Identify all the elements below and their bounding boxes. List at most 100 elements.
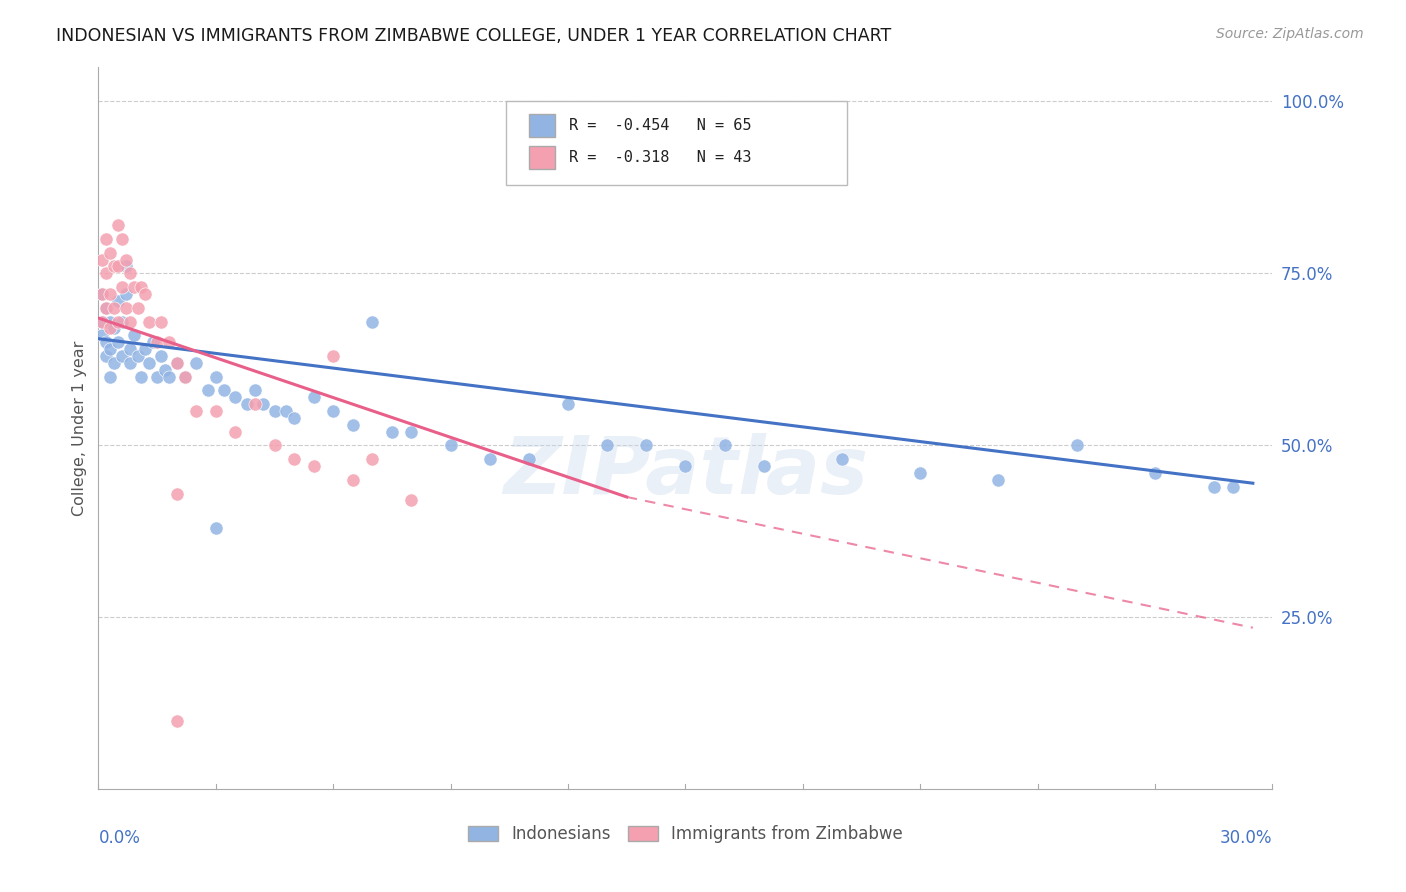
Point <box>283 410 305 425</box>
Point <box>517 452 540 467</box>
Point <box>205 369 228 384</box>
Point <box>205 521 228 535</box>
Point <box>96 335 118 350</box>
Point <box>98 321 121 335</box>
Point <box>150 314 173 328</box>
Point <box>478 452 501 467</box>
Point <box>186 356 208 370</box>
Point <box>166 486 188 500</box>
Point <box>224 425 246 439</box>
Point <box>134 287 156 301</box>
Point <box>243 397 266 411</box>
Point <box>557 397 579 411</box>
Point <box>107 335 129 350</box>
Point <box>146 369 169 384</box>
Point <box>114 252 136 267</box>
Point <box>127 301 149 315</box>
Point <box>173 369 195 384</box>
Point <box>157 335 180 350</box>
Point <box>263 438 285 452</box>
Point <box>342 417 364 432</box>
Point <box>107 260 129 274</box>
Point <box>322 404 344 418</box>
Point <box>96 349 118 363</box>
Point <box>252 397 274 411</box>
Legend: Indonesians, Immigrants from Zimbabwe: Indonesians, Immigrants from Zimbabwe <box>461 818 910 850</box>
Point <box>91 287 114 301</box>
Point <box>111 232 134 246</box>
Point <box>91 287 114 301</box>
Point <box>243 384 266 398</box>
Point <box>831 452 853 467</box>
Point <box>302 390 325 404</box>
Point <box>276 404 298 418</box>
Point <box>361 452 384 467</box>
Point <box>675 458 697 473</box>
Point <box>1202 480 1225 494</box>
Point <box>96 232 118 246</box>
Text: Source: ZipAtlas.com: Source: ZipAtlas.com <box>1216 27 1364 41</box>
Point <box>91 314 114 328</box>
Text: R =  -0.318   N = 43: R = -0.318 N = 43 <box>569 150 752 165</box>
Point <box>103 260 125 274</box>
Point <box>596 438 619 452</box>
Point <box>114 287 136 301</box>
Point <box>134 342 156 356</box>
Point <box>114 260 136 274</box>
Point <box>713 438 735 452</box>
Point <box>118 314 141 328</box>
Point <box>111 314 134 328</box>
FancyBboxPatch shape <box>506 101 848 185</box>
Point <box>342 473 364 487</box>
Point <box>439 438 461 452</box>
Point <box>98 245 121 260</box>
Point <box>322 349 344 363</box>
Point <box>381 425 404 439</box>
Point <box>98 342 121 356</box>
Point <box>401 493 423 508</box>
Point <box>91 328 114 343</box>
Point <box>131 280 153 294</box>
Point <box>166 714 188 728</box>
Point <box>150 349 173 363</box>
Point <box>224 390 246 404</box>
Point <box>107 314 129 328</box>
Point <box>205 404 228 418</box>
Point <box>98 287 121 301</box>
Point <box>107 218 129 232</box>
Point <box>142 335 165 350</box>
Point <box>138 356 160 370</box>
Point <box>118 356 141 370</box>
Point <box>98 314 121 328</box>
Point <box>96 301 118 315</box>
Point <box>987 473 1010 487</box>
Text: 0.0%: 0.0% <box>98 830 141 847</box>
Point <box>96 301 118 315</box>
Point <box>111 280 134 294</box>
Point <box>103 301 125 315</box>
Point <box>122 280 145 294</box>
Point <box>98 369 121 384</box>
Point <box>1144 466 1167 480</box>
Text: R =  -0.454   N = 65: R = -0.454 N = 65 <box>569 118 752 133</box>
Point <box>114 301 136 315</box>
Point <box>118 266 141 280</box>
Point <box>91 252 114 267</box>
Point <box>118 342 141 356</box>
Point <box>752 458 775 473</box>
Point <box>1066 438 1088 452</box>
Point <box>146 335 169 350</box>
Point <box>283 452 305 467</box>
Point <box>157 369 180 384</box>
Point <box>636 438 658 452</box>
Point <box>107 293 129 308</box>
Point <box>96 266 118 280</box>
Point <box>302 458 325 473</box>
Point <box>122 328 145 343</box>
Point <box>131 369 153 384</box>
Point <box>103 356 125 370</box>
Point <box>138 314 160 328</box>
Point <box>197 384 219 398</box>
Point <box>103 321 125 335</box>
Point <box>910 466 932 480</box>
